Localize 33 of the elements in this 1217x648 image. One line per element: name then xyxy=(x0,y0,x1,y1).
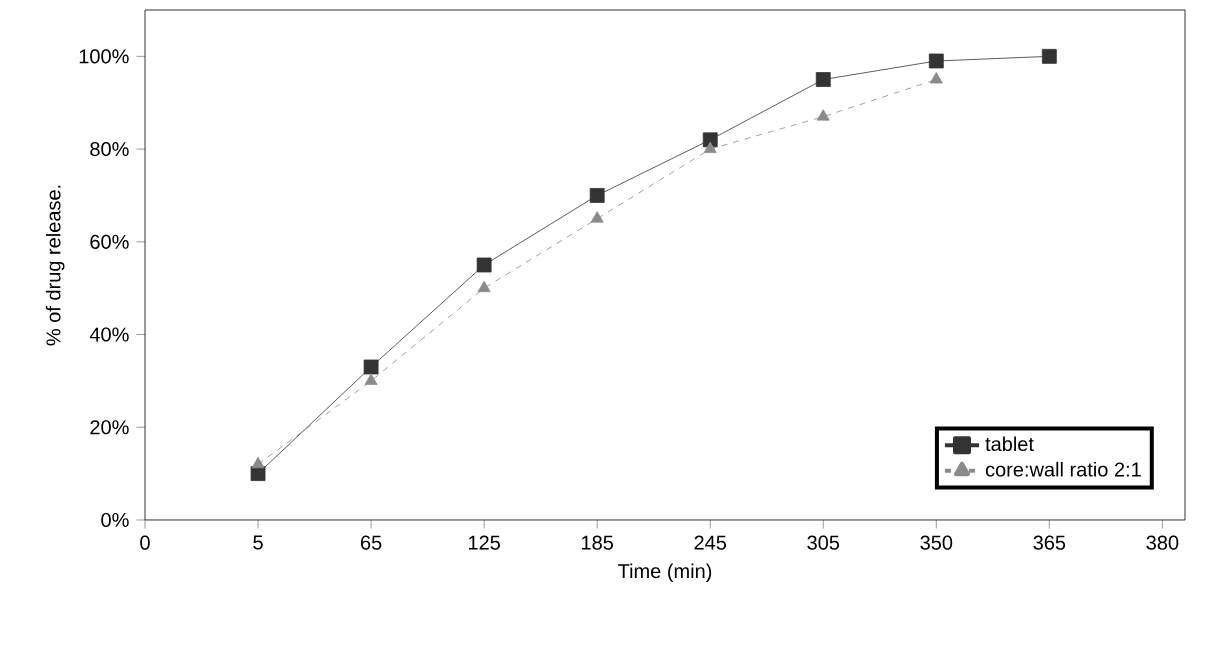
x-tick-label: 365 xyxy=(1033,535,1066,550)
x-tick-label: 350 xyxy=(920,535,953,550)
y-tick-label: 40% xyxy=(89,327,129,342)
x-tick-label: 380 xyxy=(1146,535,1179,550)
x-tick-label: 125 xyxy=(468,535,500,550)
legend-label: core:wall ratio 2:1 xyxy=(985,461,1141,477)
point xyxy=(364,373,378,385)
legend-label: tablet xyxy=(985,436,1034,452)
y-tick-label: 60% xyxy=(90,234,129,249)
point xyxy=(703,141,717,153)
x-axis-title: Time (min) xyxy=(618,563,712,583)
y-tick-label: 0% xyxy=(101,512,129,528)
point xyxy=(590,211,604,223)
y-tick-label: 100% xyxy=(79,49,129,64)
point xyxy=(477,280,491,293)
y-axis-title: % of drug release. xyxy=(45,185,65,346)
x-tick-label: 305 xyxy=(807,535,840,550)
point xyxy=(816,109,830,121)
x-tick-label: 245 xyxy=(694,535,727,550)
point xyxy=(1041,48,1057,64)
x-tick-label: 65 xyxy=(360,535,382,550)
x-tick-label: 0 xyxy=(140,535,150,550)
y-tick-label: 80% xyxy=(90,142,129,157)
point xyxy=(251,456,265,469)
point xyxy=(815,72,831,87)
point xyxy=(589,188,605,203)
x-tick-label: 5 xyxy=(253,535,263,550)
point xyxy=(928,53,944,69)
x-tick-label: 185 xyxy=(582,535,614,550)
point xyxy=(476,257,492,273)
y-tick-label: 20% xyxy=(90,420,129,435)
point xyxy=(929,72,943,84)
point xyxy=(363,359,379,375)
